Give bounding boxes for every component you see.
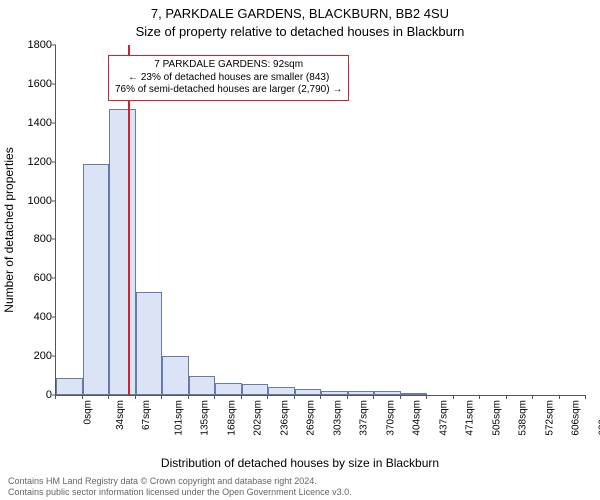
y-tick-label: 1200 — [12, 156, 52, 168]
x-tick-label: 337sqm — [359, 400, 370, 436]
y-tick-label: 1400 — [12, 117, 52, 129]
histogram-bar — [268, 387, 295, 395]
y-tick-label: 600 — [12, 272, 52, 284]
histogram-bar — [401, 393, 428, 395]
footer-line2: Contains public sector information licen… — [8, 487, 352, 498]
x-tick-label: 303sqm — [332, 400, 343, 436]
histogram-bar — [215, 383, 242, 395]
y-tick-label: 0 — [12, 389, 52, 401]
x-tick-label: 505sqm — [491, 400, 502, 436]
histogram-bar — [109, 109, 136, 395]
histogram-bar — [83, 164, 110, 395]
page-title-line2: Size of property relative to detached ho… — [0, 24, 600, 39]
x-tick-label: 0sqm — [82, 400, 93, 424]
x-tick-label: 67sqm — [141, 400, 152, 430]
y-tick-label: 400 — [12, 311, 52, 323]
annotation-line2: ← 23% of detached houses are smaller (84… — [115, 72, 342, 85]
x-tick-label: 437sqm — [438, 400, 449, 436]
x-tick-label: 471sqm — [465, 400, 476, 436]
histogram-bar — [321, 391, 348, 395]
footer-line1: Contains HM Land Registry data © Crown c… — [8, 476, 352, 487]
histogram-bar — [242, 384, 269, 395]
x-axis-label: Distribution of detached houses by size … — [0, 456, 600, 470]
x-tick-label: 34sqm — [115, 400, 126, 430]
histogram-bar — [374, 391, 401, 395]
x-tick-label: 404sqm — [412, 400, 423, 436]
histogram-bar — [189, 376, 216, 395]
page-title-line1: 7, PARKDALE GARDENS, BLACKBURN, BB2 4SU — [0, 6, 600, 21]
y-tick-label: 1000 — [12, 195, 52, 207]
x-tick-label: 101sqm — [173, 400, 184, 436]
x-tick-label: 572sqm — [544, 400, 555, 436]
histogram-bar — [56, 378, 83, 396]
y-tick-label: 1800 — [12, 39, 52, 51]
histogram-bar — [348, 391, 375, 395]
annotation-line3: 76% of semi-detached houses are larger (… — [115, 84, 342, 97]
histogram-bar — [136, 292, 163, 395]
footer-attribution: Contains HM Land Registry data © Crown c… — [8, 476, 352, 498]
y-axis-label: Number of detached properties — [2, 147, 16, 312]
x-tick-label: 269sqm — [306, 400, 317, 436]
x-tick-label: 538sqm — [518, 400, 529, 436]
histogram-bar — [162, 356, 189, 395]
annotation-line1: 7 PARKDALE GARDENS: 92sqm — [115, 59, 342, 72]
x-tick-label: 168sqm — [226, 400, 237, 436]
x-tick-label: 135sqm — [200, 400, 211, 436]
property-marker-annotation: 7 PARKDALE GARDENS: 92sqm ← 23% of detac… — [108, 55, 349, 101]
histogram-bar — [295, 389, 322, 395]
y-tick-label: 1600 — [12, 78, 52, 90]
x-tick-label: 202sqm — [253, 400, 264, 436]
y-tick-label: 200 — [12, 350, 52, 362]
y-tick-label: 800 — [12, 233, 52, 245]
x-tick-label: 606sqm — [571, 400, 582, 436]
x-tick-label: 370sqm — [385, 400, 396, 436]
x-tick-label: 236sqm — [279, 400, 290, 436]
